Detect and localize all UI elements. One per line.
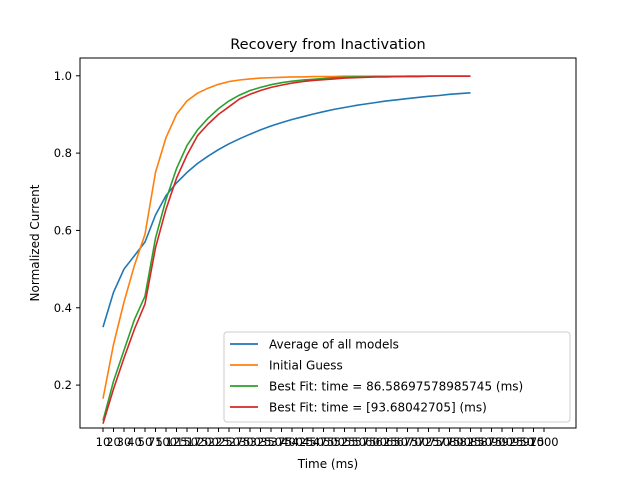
x-tick-label: 30 — [117, 435, 132, 449]
x-tick-label: 950 — [512, 435, 534, 449]
x-tick-label: 40 — [127, 435, 142, 449]
plot-frame — [79, 57, 577, 429]
x-tick-label: 500 — [323, 435, 345, 449]
x-tick-label: 325 — [250, 435, 272, 449]
x-tick-label: 20 — [106, 435, 121, 449]
chart-title: Recovery from Inactivation — [230, 37, 425, 53]
legend-label: Best Fit: time = [93.68042705] (ms) — [269, 401, 487, 415]
x-tick-label: 675 — [397, 435, 419, 449]
x-tick-label: 750 — [428, 435, 450, 449]
x-tick-label: 875 — [481, 435, 503, 449]
x-tick-label: 100 — [155, 435, 177, 449]
x-tick-label: 425 — [292, 435, 314, 449]
y-tick-label: 0.6 — [54, 223, 72, 237]
y-tick-label: 1.0 — [54, 69, 72, 83]
x-axis-label: Time (ms) — [297, 457, 359, 471]
legend-label: Best Fit: time = 86.58697578985745 (ms) — [269, 380, 523, 394]
y-axis-ticks: 0.2 0.4 0.6 0.8 1.0 — [54, 69, 80, 392]
x-tick-label: 1000 — [529, 435, 558, 449]
y-tick-label: 0.4 — [54, 301, 72, 315]
x-tick-label: 925 — [502, 435, 524, 449]
x-tick-label: 175 — [187, 435, 209, 449]
legend-label: Average of all models — [269, 338, 399, 352]
x-tick-label: 850 — [470, 435, 492, 449]
legend-label: Initial Guess — [269, 359, 343, 373]
series-line-1 — [102, 92, 471, 328]
x-tick-label: 50 — [138, 435, 153, 449]
x-tick-label: 350 — [260, 435, 282, 449]
x-tick-label: 725 — [418, 435, 440, 449]
x-tick-label: 10 — [96, 435, 111, 449]
x-tick-label: 625 — [376, 435, 398, 449]
x-tick-label: 800 — [449, 435, 471, 449]
legend-box — [223, 331, 571, 423]
x-tick-label: 75 — [148, 435, 163, 449]
x-tick-label: 825 — [460, 435, 482, 449]
x-tick-label: 575 — [355, 435, 377, 449]
x-tick-label: 650 — [386, 435, 408, 449]
x-tick-label: 700 — [407, 435, 429, 449]
y-axis-label: Normalized Current — [28, 184, 42, 301]
series-line-4 — [102, 75, 471, 424]
x-tick-label: 450 — [302, 435, 324, 449]
x-tick-label: 300 — [239, 435, 261, 449]
x-tick-label: 125 — [166, 435, 188, 449]
x-axis-ticks: 1020304050751001251501752002252502753003… — [96, 428, 559, 449]
x-tick-label: 475 — [313, 435, 335, 449]
x-tick-label: 600 — [365, 435, 387, 449]
x-tick-label: 525 — [334, 435, 356, 449]
series-lines — [102, 75, 471, 424]
x-tick-label: 250 — [218, 435, 240, 449]
x-tick-label: 775 — [439, 435, 461, 449]
x-tick-label: 150 — [176, 435, 198, 449]
x-tick-label: 200 — [197, 435, 219, 449]
x-tick-label: 400 — [281, 435, 303, 449]
x-tick-label: 900 — [491, 435, 513, 449]
x-tick-label: 275 — [229, 435, 251, 449]
x-tick-label: 550 — [344, 435, 366, 449]
y-tick-label: 0.8 — [54, 146, 72, 160]
x-tick-label: 975 — [523, 435, 545, 449]
x-tick-label: 375 — [271, 435, 293, 449]
y-tick-label: 0.2 — [54, 378, 72, 392]
legend: Average of all models Initial Guess Best F… — [223, 331, 571, 423]
x-tick-label: 225 — [208, 435, 230, 449]
